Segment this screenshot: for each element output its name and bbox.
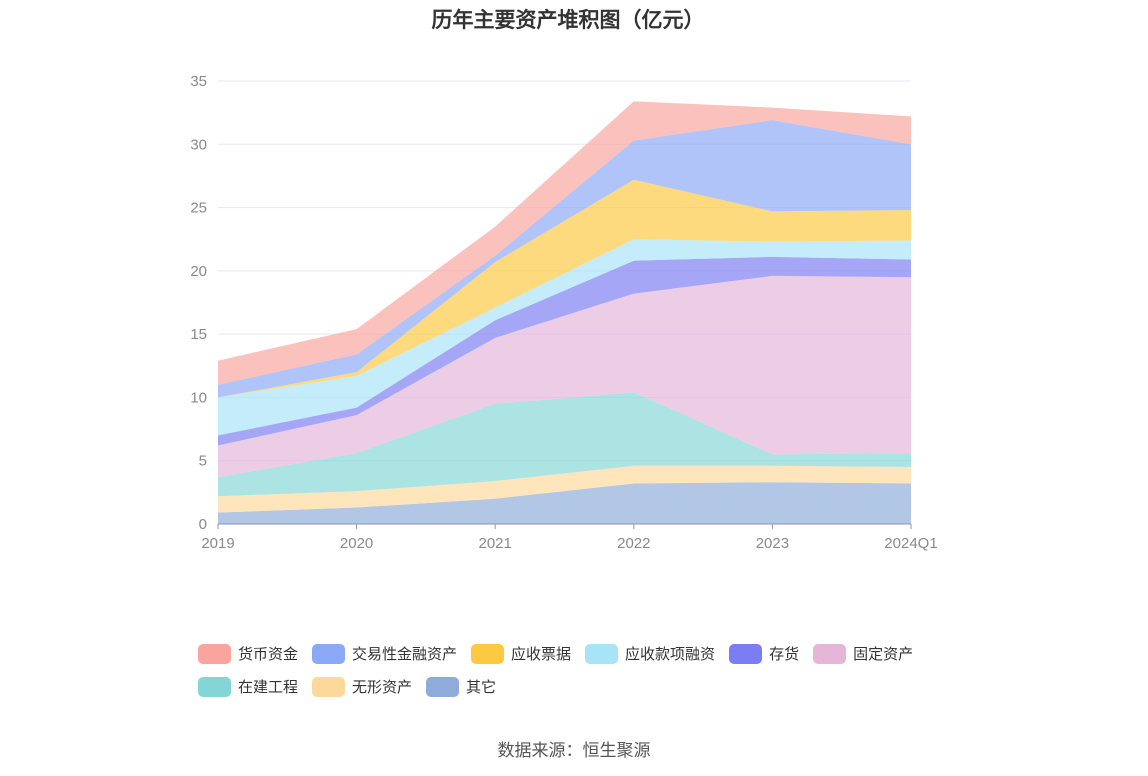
x-tick-label: 2024Q1 [884,535,937,552]
y-tick-label: 20 [190,263,207,280]
legend-swatch [312,643,346,664]
legend-label: 其它 [466,678,497,696]
legend-label: 交易性金融资产 [352,645,458,663]
y-tick-label: 0 [199,516,207,533]
area-series-交易性金融资产 [218,120,911,398]
legend-label: 应收款项融资 [625,645,716,663]
legend-swatch [585,643,619,664]
area-series-其它 [218,482,911,524]
legend-swatch [813,643,847,664]
x-tick-label: 2020 [340,535,373,552]
x-tick-label: 2022 [617,535,650,552]
legend-label: 固定资产 [853,645,914,663]
x-tick-label: 2019 [201,535,234,552]
legend-item[interactable]: 应收票据 [471,643,571,664]
y-tick-label: 35 [190,73,207,90]
legend-swatch [471,643,505,664]
area-series-无形资产 [218,465,911,513]
area-series-应收款项融资 [218,239,911,436]
y-tick-label: 30 [190,136,207,153]
legend-item[interactable]: 存货 [729,643,799,664]
area-series-应收票据 [218,179,911,398]
legend-item[interactable]: 其它 [426,676,496,697]
y-tick-label: 25 [190,200,207,217]
area-series-存货 [218,256,911,446]
y-tick-label: 5 [199,453,207,470]
legend-item[interactable]: 货币资金 [198,643,298,664]
legend-item[interactable]: 应收款项融资 [585,643,715,664]
legend-label: 在建工程 [238,678,299,696]
legend-item[interactable]: 交易性金融资产 [312,643,457,664]
legend-row: 在建工程 无形资产 其它 [198,670,978,703]
legend-label: 无形资产 [352,678,413,696]
legend-item[interactable]: 无形资产 [312,676,412,697]
x-tick-label: 2023 [756,535,789,552]
legend-item[interactable]: 固定资产 [813,643,913,664]
legend-swatch [312,676,346,697]
legend-row: 货币资金 交易性金融资产 应收票据 应收款项融资 存货 固定资产 [198,637,978,670]
legend-swatch [729,643,763,664]
legend-swatch [198,676,231,697]
source-note: 数据来源：恒生聚源 [497,741,651,761]
area-series-固定资产 [218,275,911,478]
legend-label: 货币资金 [238,645,299,663]
legend: 货币资金 交易性金融资产 应收票据 应收款项融资 存货 固定资产在建工程 无形资产 其它 [198,637,978,703]
legend-item[interactable]: 在建工程 [198,676,298,697]
area-series-在建工程 [218,392,911,497]
x-tick-label: 2021 [479,535,512,552]
chart-title: 历年主要资产堆积图（亿元） [431,8,705,32]
area-layer [218,101,911,524]
legend-label: 应收票据 [511,645,572,663]
axis-layer: 0 5 10 15 20 25 30 35 2019 2020 2021 2022 2023 2024Q1 [190,73,937,552]
legend-label: 存货 [769,645,800,663]
y-tick-label: 15 [190,326,207,343]
area-series-货币资金 [218,101,911,385]
legend-swatch [426,676,460,697]
legend-swatch [198,643,231,664]
stacked-area-chart: 0 5 10 15 20 25 30 35 2019 2020 2021 2022 2023 2024Q1 [190,73,937,552]
y-tick-label: 10 [190,389,207,406]
